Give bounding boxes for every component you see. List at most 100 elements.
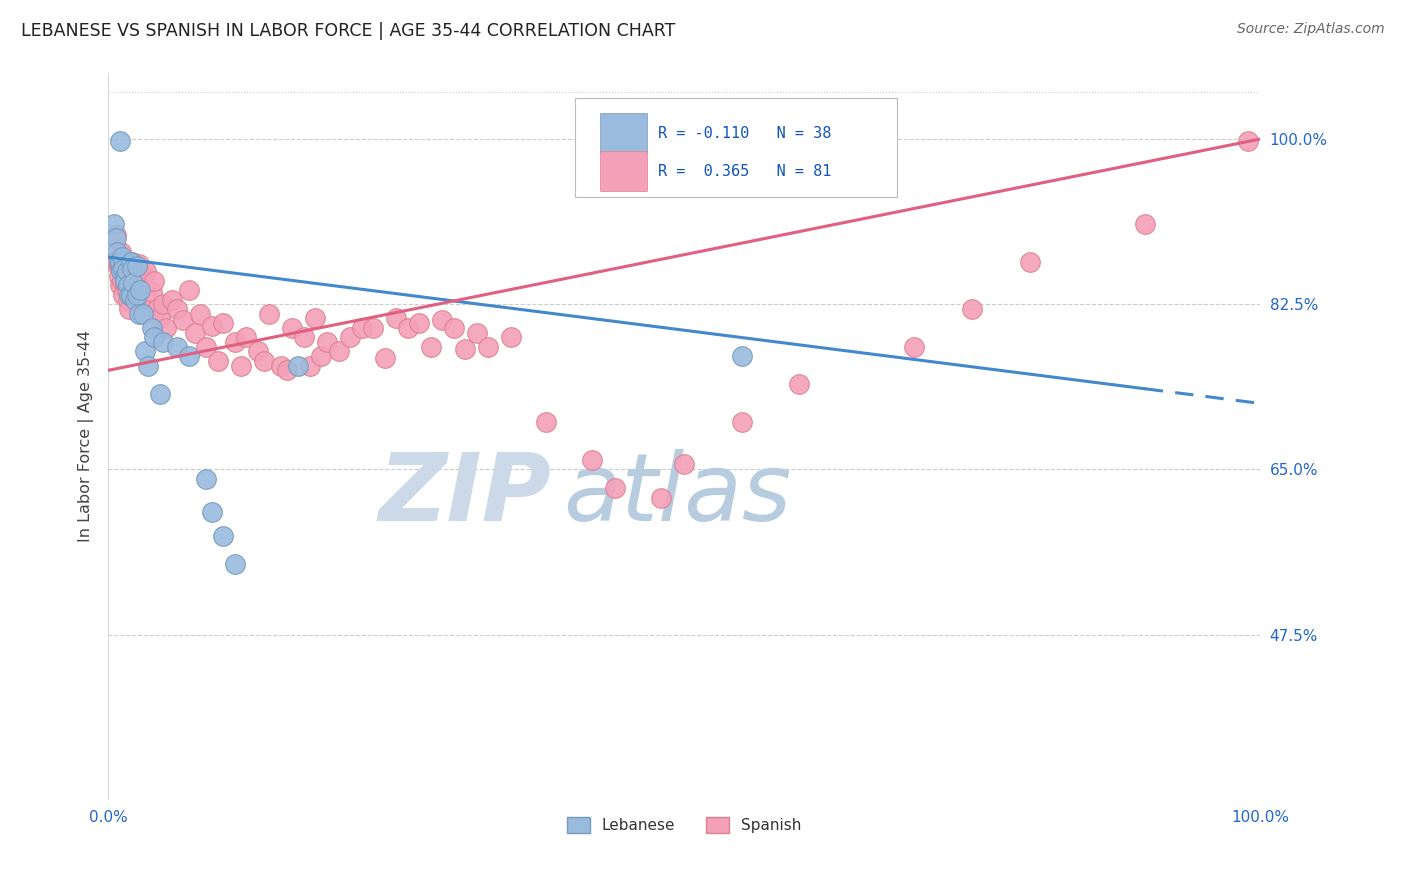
Point — [110, 245, 132, 260]
Point — [125, 274, 148, 288]
Point — [110, 264, 132, 278]
Point — [143, 330, 166, 344]
Point — [581, 453, 603, 467]
Point — [105, 245, 128, 260]
Point — [111, 250, 134, 264]
Point — [129, 283, 152, 297]
Point — [129, 293, 152, 307]
Point — [141, 285, 163, 299]
Point — [960, 301, 983, 316]
Point — [134, 344, 156, 359]
Point — [132, 268, 155, 283]
Point — [115, 283, 138, 297]
Point — [1237, 134, 1260, 148]
Point — [650, 491, 672, 505]
Point — [177, 349, 200, 363]
Point — [125, 260, 148, 274]
Point — [328, 344, 350, 359]
Point — [603, 481, 626, 495]
Point — [1133, 217, 1156, 231]
Point — [270, 359, 292, 373]
Point — [118, 301, 141, 316]
Point — [309, 349, 332, 363]
Point — [287, 359, 309, 373]
Point — [124, 293, 146, 307]
Point — [125, 288, 148, 302]
Point — [195, 472, 218, 486]
Point — [787, 377, 810, 392]
Point — [166, 301, 188, 316]
Point — [160, 293, 183, 307]
FancyBboxPatch shape — [600, 152, 647, 191]
Point — [465, 326, 488, 340]
Point — [121, 262, 143, 277]
Point — [115, 264, 138, 278]
Point — [183, 326, 205, 340]
Point — [122, 276, 145, 290]
Point — [501, 330, 523, 344]
FancyBboxPatch shape — [600, 113, 647, 153]
Point — [253, 354, 276, 368]
Point — [108, 254, 131, 268]
Point — [534, 415, 557, 429]
Point — [281, 321, 304, 335]
Point — [121, 254, 143, 268]
Point — [298, 359, 321, 373]
Point — [134, 278, 156, 293]
Point — [172, 313, 194, 327]
Point — [122, 266, 145, 280]
Point — [408, 316, 430, 330]
Point — [112, 288, 135, 302]
Point — [105, 231, 128, 245]
Point — [212, 316, 235, 330]
Point — [903, 340, 925, 354]
Point — [120, 274, 142, 288]
Point — [128, 257, 150, 271]
Point — [731, 349, 754, 363]
Point — [107, 268, 129, 283]
Text: R =  0.365   N = 81: R = 0.365 N = 81 — [658, 163, 831, 178]
Y-axis label: In Labor Force | Age 35-44: In Labor Force | Age 35-44 — [79, 330, 94, 542]
Text: Source: ZipAtlas.com: Source: ZipAtlas.com — [1237, 22, 1385, 37]
Text: atlas: atlas — [564, 449, 792, 540]
Point — [235, 330, 257, 344]
Point — [276, 363, 298, 377]
Point — [135, 264, 157, 278]
Point — [114, 268, 136, 283]
Point — [120, 254, 142, 268]
Point — [149, 387, 172, 401]
Point — [454, 342, 477, 356]
Point — [246, 344, 269, 359]
Point — [304, 311, 326, 326]
Point — [1018, 254, 1040, 268]
Point — [149, 311, 172, 326]
Point — [108, 278, 131, 293]
Text: R = -0.110   N = 38: R = -0.110 N = 38 — [658, 126, 831, 141]
Point — [152, 334, 174, 349]
Point — [138, 359, 160, 373]
Point — [105, 254, 128, 268]
Point — [201, 505, 224, 519]
Point — [155, 321, 177, 335]
Point — [432, 313, 454, 327]
Point — [374, 351, 396, 365]
Point — [350, 321, 373, 335]
Point — [396, 321, 419, 335]
Point — [316, 334, 339, 349]
Point — [259, 307, 281, 321]
Point — [166, 340, 188, 354]
Point — [229, 359, 252, 373]
Point — [177, 283, 200, 297]
Point — [105, 228, 128, 243]
Point — [224, 557, 246, 571]
Point — [212, 528, 235, 542]
Point — [107, 254, 129, 268]
Legend: Lebanese, Spanish: Lebanese, Spanish — [561, 811, 807, 839]
Point — [117, 278, 139, 293]
Text: LEBANESE VS SPANISH IN LABOR FORCE | AGE 35-44 CORRELATION CHART: LEBANESE VS SPANISH IN LABOR FORCE | AGE… — [21, 22, 675, 40]
Point — [128, 307, 150, 321]
FancyBboxPatch shape — [575, 98, 897, 196]
Point — [477, 340, 499, 354]
Point — [114, 274, 136, 288]
Point — [224, 334, 246, 349]
